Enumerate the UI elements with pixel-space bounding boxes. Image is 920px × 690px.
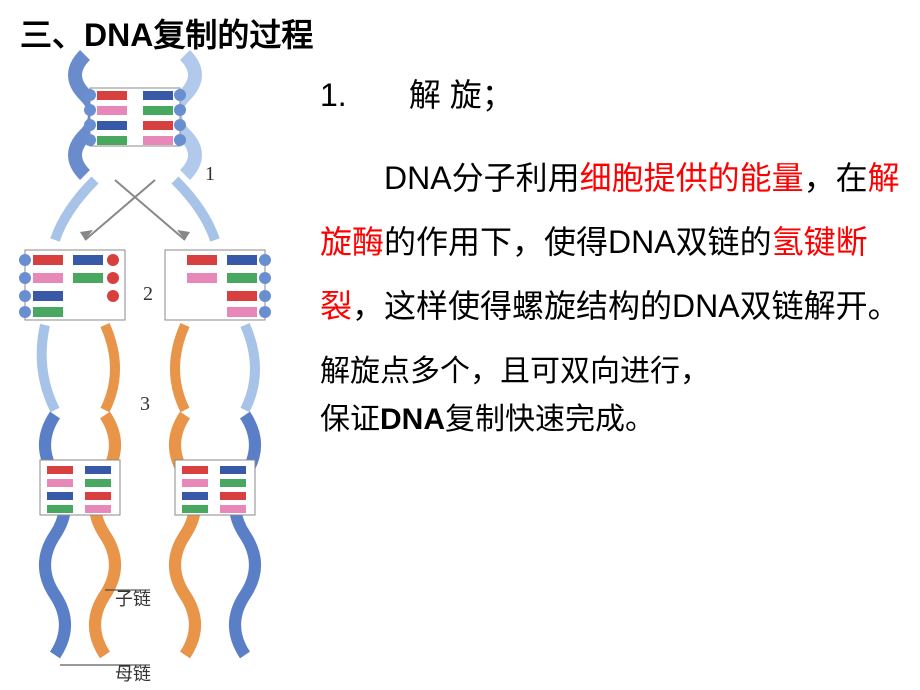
para-red1: 细胞提供的能量	[580, 160, 804, 196]
content-area: 1. 解 旋； DNA分子利用细胞提供的能量，在解旋酶的作用下，使得DNA双链的…	[320, 70, 900, 444]
step-header: 1. 解 旋；	[320, 70, 900, 116]
child-strand-label: 子链	[115, 589, 151, 609]
para-seg4: ，这样使得螺旋结构的DNA双链解开。	[352, 288, 900, 324]
footer-line2-b: DNA	[380, 403, 445, 436]
stage-1: 1	[75, 55, 215, 185]
footer-line2: 保证DNA复制快速完成。	[320, 396, 900, 444]
stage-2: 2	[19, 250, 271, 320]
stage-1-label: 1	[205, 163, 215, 185]
footer-line1: 解旋点多个，且可双向进行，	[320, 348, 900, 396]
parent-strand-label: 母链	[115, 664, 151, 684]
para-seg1: DNA分子利用	[384, 160, 580, 196]
para-seg3: 的作用下，使得DNA双链的	[384, 224, 772, 260]
footer-line2-a: 保证	[320, 403, 380, 436]
stage-2-label: 2	[143, 283, 153, 305]
stage-3	[40, 415, 255, 655]
footer-paragraph: 解旋点多个，且可双向进行， 保证DNA复制快速完成。	[320, 348, 900, 444]
step-name: 解 旋；	[409, 77, 514, 113]
step-number: 1.	[320, 77, 400, 114]
para-seg2: ，在	[804, 160, 868, 196]
footer-line2-c: 复制快速完成。	[445, 403, 655, 436]
dna-replication-diagram: 1 2 3	[5, 50, 305, 685]
stage-3-label: 3	[140, 393, 150, 415]
main-paragraph: DNA分子利用细胞提供的能量，在解旋酶的作用下，使得DNA双链的氢键断裂，这样使…	[320, 146, 900, 338]
